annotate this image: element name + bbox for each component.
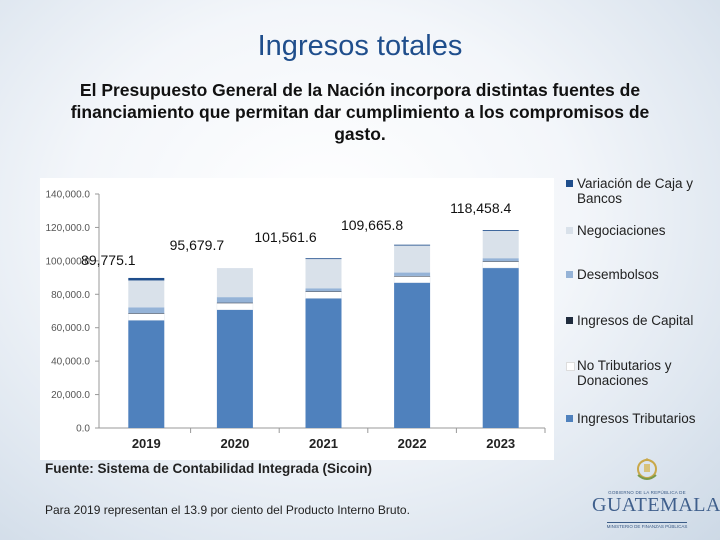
- bar-segment-desembolsos: [482, 258, 519, 262]
- slide-subtitle: El Presupuesto General de la Nación inco…: [70, 80, 650, 144]
- total-data-label: 109,665.8: [341, 217, 403, 233]
- bar-segment-desembolsos: [305, 288, 342, 292]
- bar-segment-ingresos_capital: [482, 261, 519, 262]
- x-tick-label: 2021: [309, 436, 338, 451]
- bar-segment-no_tributarios: [482, 261, 519, 269]
- legend-swatch: [566, 227, 573, 234]
- bar-segment-negociaciones: [394, 245, 431, 273]
- legend-label: Variación de Caja y Bancos: [577, 176, 694, 206]
- bar-segment-negociaciones: [305, 259, 342, 289]
- slide-title: Ingresos totales: [257, 30, 463, 62]
- bar-segment-no_tributarios: [305, 291, 342, 299]
- bar-segment-no_tributarios: [128, 313, 165, 321]
- y-tick-label: 120,000.0: [46, 223, 91, 234]
- legend-swatch: [566, 180, 573, 187]
- guatemala-logo: GOBIERNO DE LA REPÚBLICA DE GUATEMALA MI…: [592, 455, 720, 530]
- legend-swatch: [566, 317, 573, 324]
- bar-segment-no_tributarios: [393, 275, 431, 283]
- legend-label: Ingresos de Capital: [577, 313, 694, 328]
- legend-swatch: [566, 271, 573, 278]
- bar-segment-variacion_caja: [394, 244, 431, 246]
- logo-sub-text: MINISTERIO DE FINANZAS PÚBLICAS: [606, 522, 688, 529]
- total-data-label: 89,775.1: [81, 252, 136, 268]
- total-data-label: 101,561.6: [254, 229, 316, 245]
- y-tick-label: 20,000.0: [51, 390, 90, 401]
- x-tick-label: 2020: [220, 436, 249, 451]
- x-tick-label: 2022: [398, 436, 427, 451]
- stacked-bar-chart: 0.0 20,000.0 40,000.0 60,000.0 80,000.0 100,0…: [46, 190, 546, 451]
- y-tick-label: 80,000.0: [51, 290, 90, 301]
- legend-label: Desembolsos: [577, 267, 659, 282]
- total-data-label: 118,458.4: [450, 200, 511, 216]
- coat-of-arms-icon: [637, 458, 657, 480]
- legend-label: Negociaciones: [577, 223, 666, 238]
- bar-segment-negociaciones: [216, 268, 253, 298]
- bar-segment-variacion_caja: [305, 258, 342, 260]
- bar-segment-ingresos_tributarios: [305, 298, 342, 428]
- bar-segment-desembolsos: [128, 307, 165, 314]
- y-tick-label: 40,000.0: [51, 357, 90, 368]
- legend-swatch: [566, 415, 573, 422]
- bar-segment-ingresos_capital: [305, 291, 342, 292]
- bar-segment-ingresos_capital: [128, 313, 165, 314]
- logo-top-text: GOBIERNO DE LA REPÚBLICA DE: [608, 490, 686, 495]
- legend-label: No Tributarios y Donaciones: [577, 358, 672, 388]
- bar-segment-ingresos_tributarios: [394, 282, 431, 428]
- bar-segment-variacion_caja: [128, 277, 165, 281]
- chart-panel: 0.0 20,000.0 40,000.0 60,000.0 80,000.0 100,0…: [40, 178, 554, 460]
- total-data-label: 95,679.7: [170, 237, 225, 253]
- bar-segment-ingresos_tributarios: [482, 267, 519, 428]
- source-note: Fuente: Sistema de Contabilidad Integrad…: [45, 461, 373, 476]
- bar-segment-ingresos_tributarios: [216, 309, 253, 428]
- y-tick-label: 140,000.0: [46, 190, 91, 201]
- y-tick-label: 100,000.0: [46, 256, 91, 267]
- footnote: Para 2019 representan el 13.9 por ciento…: [45, 503, 410, 517]
- bar-segment-desembolsos: [394, 272, 431, 276]
- y-tick-label: 60,000.0: [51, 323, 90, 334]
- bar-segment-ingresos_capital: [216, 302, 253, 304]
- bar-segment-negociaciones: [482, 230, 519, 259]
- logo-name: GUATEMALA: [592, 494, 720, 516]
- legend-swatch: [566, 362, 575, 371]
- bar-segment-no_tributarios: [216, 302, 254, 310]
- bar-segment-ingresos_tributarios: [128, 320, 165, 428]
- legend-label: Ingresos Tributarios: [577, 411, 696, 426]
- bar-segment-negociaciones: [128, 280, 165, 308]
- x-tick-label: 2023: [486, 436, 515, 451]
- bar-segment-desembolsos: [216, 297, 253, 303]
- x-tick-label: 2019: [132, 436, 161, 451]
- bar-segment-variacion_caja: [482, 230, 519, 231]
- bar-segment-ingresos_capital: [394, 275, 431, 277]
- y-tick-label: 0.0: [76, 424, 90, 435]
